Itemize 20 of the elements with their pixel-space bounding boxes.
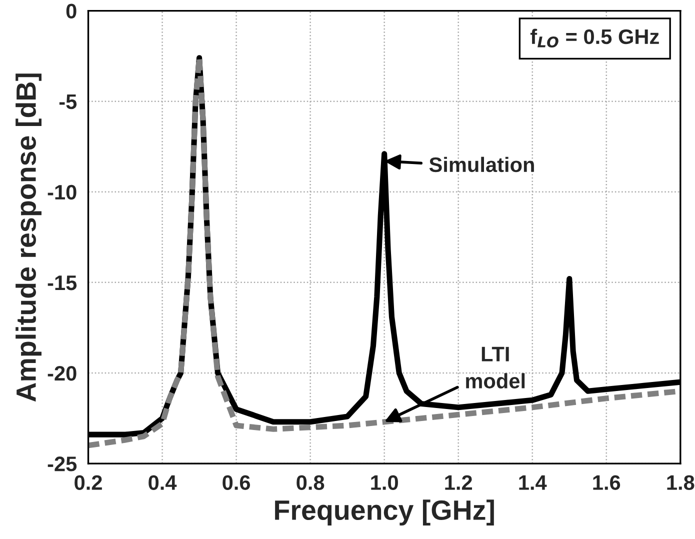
- x-tick-label: 1.6: [593, 475, 620, 490]
- x-tick-label: 0.6: [222, 475, 250, 490]
- y-tick-label: -20: [48, 366, 76, 381]
- y-tick-label: -5: [59, 94, 77, 110]
- x-tick-label: 1.8: [667, 475, 694, 490]
- annotation: LTI model: [466, 346, 525, 388]
- x-tick-label: 0.2: [74, 475, 102, 490]
- y-tick-label: -25: [48, 456, 77, 472]
- x-tick-label: 0.8: [296, 475, 324, 490]
- x-tick-label: 1.0: [371, 475, 398, 490]
- x-tick-label: 1.4: [519, 475, 547, 490]
- x-tick-label: 1.2: [445, 475, 472, 490]
- y-tick-label: 0: [66, 4, 76, 19]
- y-tick-label: -15: [48, 276, 77, 290]
- annotation: Simulation: [429, 156, 534, 172]
- x-axis-title: Frequency [GHz]: [275, 500, 494, 526]
- y-axis-title: Amplitude response [dB]: [16, 74, 42, 402]
- y-tick-label: -10: [48, 184, 76, 200]
- annotation: f$_{LO}$ = 0.5 GHz: [530, 28, 659, 48]
- x-tick-label: 0.4: [148, 475, 177, 490]
